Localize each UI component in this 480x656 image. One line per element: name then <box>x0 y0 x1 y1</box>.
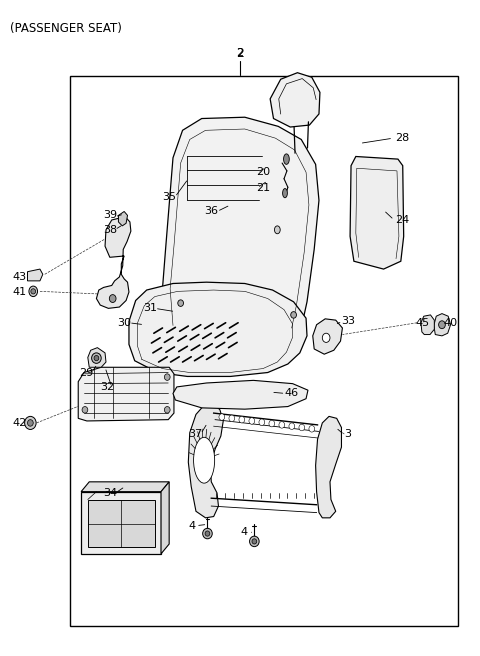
Text: 42: 42 <box>12 418 27 428</box>
Text: 37: 37 <box>188 429 202 439</box>
Text: 39: 39 <box>103 211 117 220</box>
Ellipse shape <box>164 374 170 380</box>
Polygon shape <box>78 367 174 421</box>
Polygon shape <box>313 319 342 354</box>
Polygon shape <box>96 216 131 308</box>
Ellipse shape <box>193 438 215 483</box>
Ellipse shape <box>284 154 289 165</box>
Text: 43: 43 <box>13 272 27 282</box>
Polygon shape <box>129 282 307 377</box>
Ellipse shape <box>29 286 37 297</box>
Ellipse shape <box>439 321 445 329</box>
Text: 41: 41 <box>13 287 27 297</box>
Polygon shape <box>81 482 169 491</box>
Ellipse shape <box>289 423 295 430</box>
Ellipse shape <box>250 536 259 546</box>
Text: 21: 21 <box>256 183 270 193</box>
Ellipse shape <box>252 539 257 544</box>
Ellipse shape <box>109 295 116 302</box>
Text: 32: 32 <box>100 382 114 392</box>
Ellipse shape <box>259 419 264 426</box>
Ellipse shape <box>239 417 245 423</box>
Text: 2: 2 <box>236 47 244 60</box>
Text: 4: 4 <box>189 521 196 531</box>
Ellipse shape <box>205 531 210 536</box>
Polygon shape <box>161 482 169 554</box>
Text: 24: 24 <box>396 215 410 225</box>
Polygon shape <box>270 73 320 127</box>
Polygon shape <box>316 417 341 518</box>
Ellipse shape <box>24 417 36 430</box>
Ellipse shape <box>275 226 280 234</box>
Polygon shape <box>119 211 128 226</box>
Polygon shape <box>88 348 106 367</box>
Text: 38: 38 <box>103 225 117 235</box>
Text: 36: 36 <box>204 207 218 216</box>
Ellipse shape <box>164 407 170 413</box>
Ellipse shape <box>203 528 212 539</box>
Ellipse shape <box>299 424 305 431</box>
Text: 46: 46 <box>285 388 299 398</box>
Ellipse shape <box>31 289 36 294</box>
Text: 35: 35 <box>162 192 176 202</box>
Text: 29: 29 <box>79 367 93 377</box>
Ellipse shape <box>309 426 315 432</box>
Text: 40: 40 <box>444 318 457 328</box>
Ellipse shape <box>269 420 275 427</box>
Polygon shape <box>421 315 434 335</box>
Ellipse shape <box>27 420 33 426</box>
Text: 31: 31 <box>143 303 157 314</box>
Text: 20: 20 <box>256 167 270 177</box>
Polygon shape <box>188 403 223 518</box>
Text: 4: 4 <box>240 527 247 537</box>
Text: 33: 33 <box>341 316 355 327</box>
Polygon shape <box>350 157 404 269</box>
Polygon shape <box>88 499 155 547</box>
Ellipse shape <box>178 300 183 306</box>
Text: 34: 34 <box>103 488 117 498</box>
Text: 28: 28 <box>396 133 410 143</box>
Ellipse shape <box>249 418 255 424</box>
Text: 45: 45 <box>416 318 430 328</box>
Polygon shape <box>162 117 319 341</box>
Ellipse shape <box>219 414 225 420</box>
Text: 30: 30 <box>117 318 131 328</box>
Polygon shape <box>81 491 161 554</box>
Ellipse shape <box>92 353 101 363</box>
Bar <box>70 76 458 626</box>
Ellipse shape <box>283 188 288 197</box>
Ellipse shape <box>82 407 88 413</box>
Ellipse shape <box>94 356 99 361</box>
Ellipse shape <box>323 333 330 342</box>
Text: 2: 2 <box>237 48 243 58</box>
Polygon shape <box>27 269 43 281</box>
Ellipse shape <box>229 415 235 422</box>
Polygon shape <box>434 314 451 336</box>
Polygon shape <box>173 380 308 409</box>
Ellipse shape <box>279 422 285 428</box>
Text: (PASSENGER SEAT): (PASSENGER SEAT) <box>10 22 122 35</box>
Text: 3: 3 <box>344 429 351 439</box>
Ellipse shape <box>291 312 297 318</box>
